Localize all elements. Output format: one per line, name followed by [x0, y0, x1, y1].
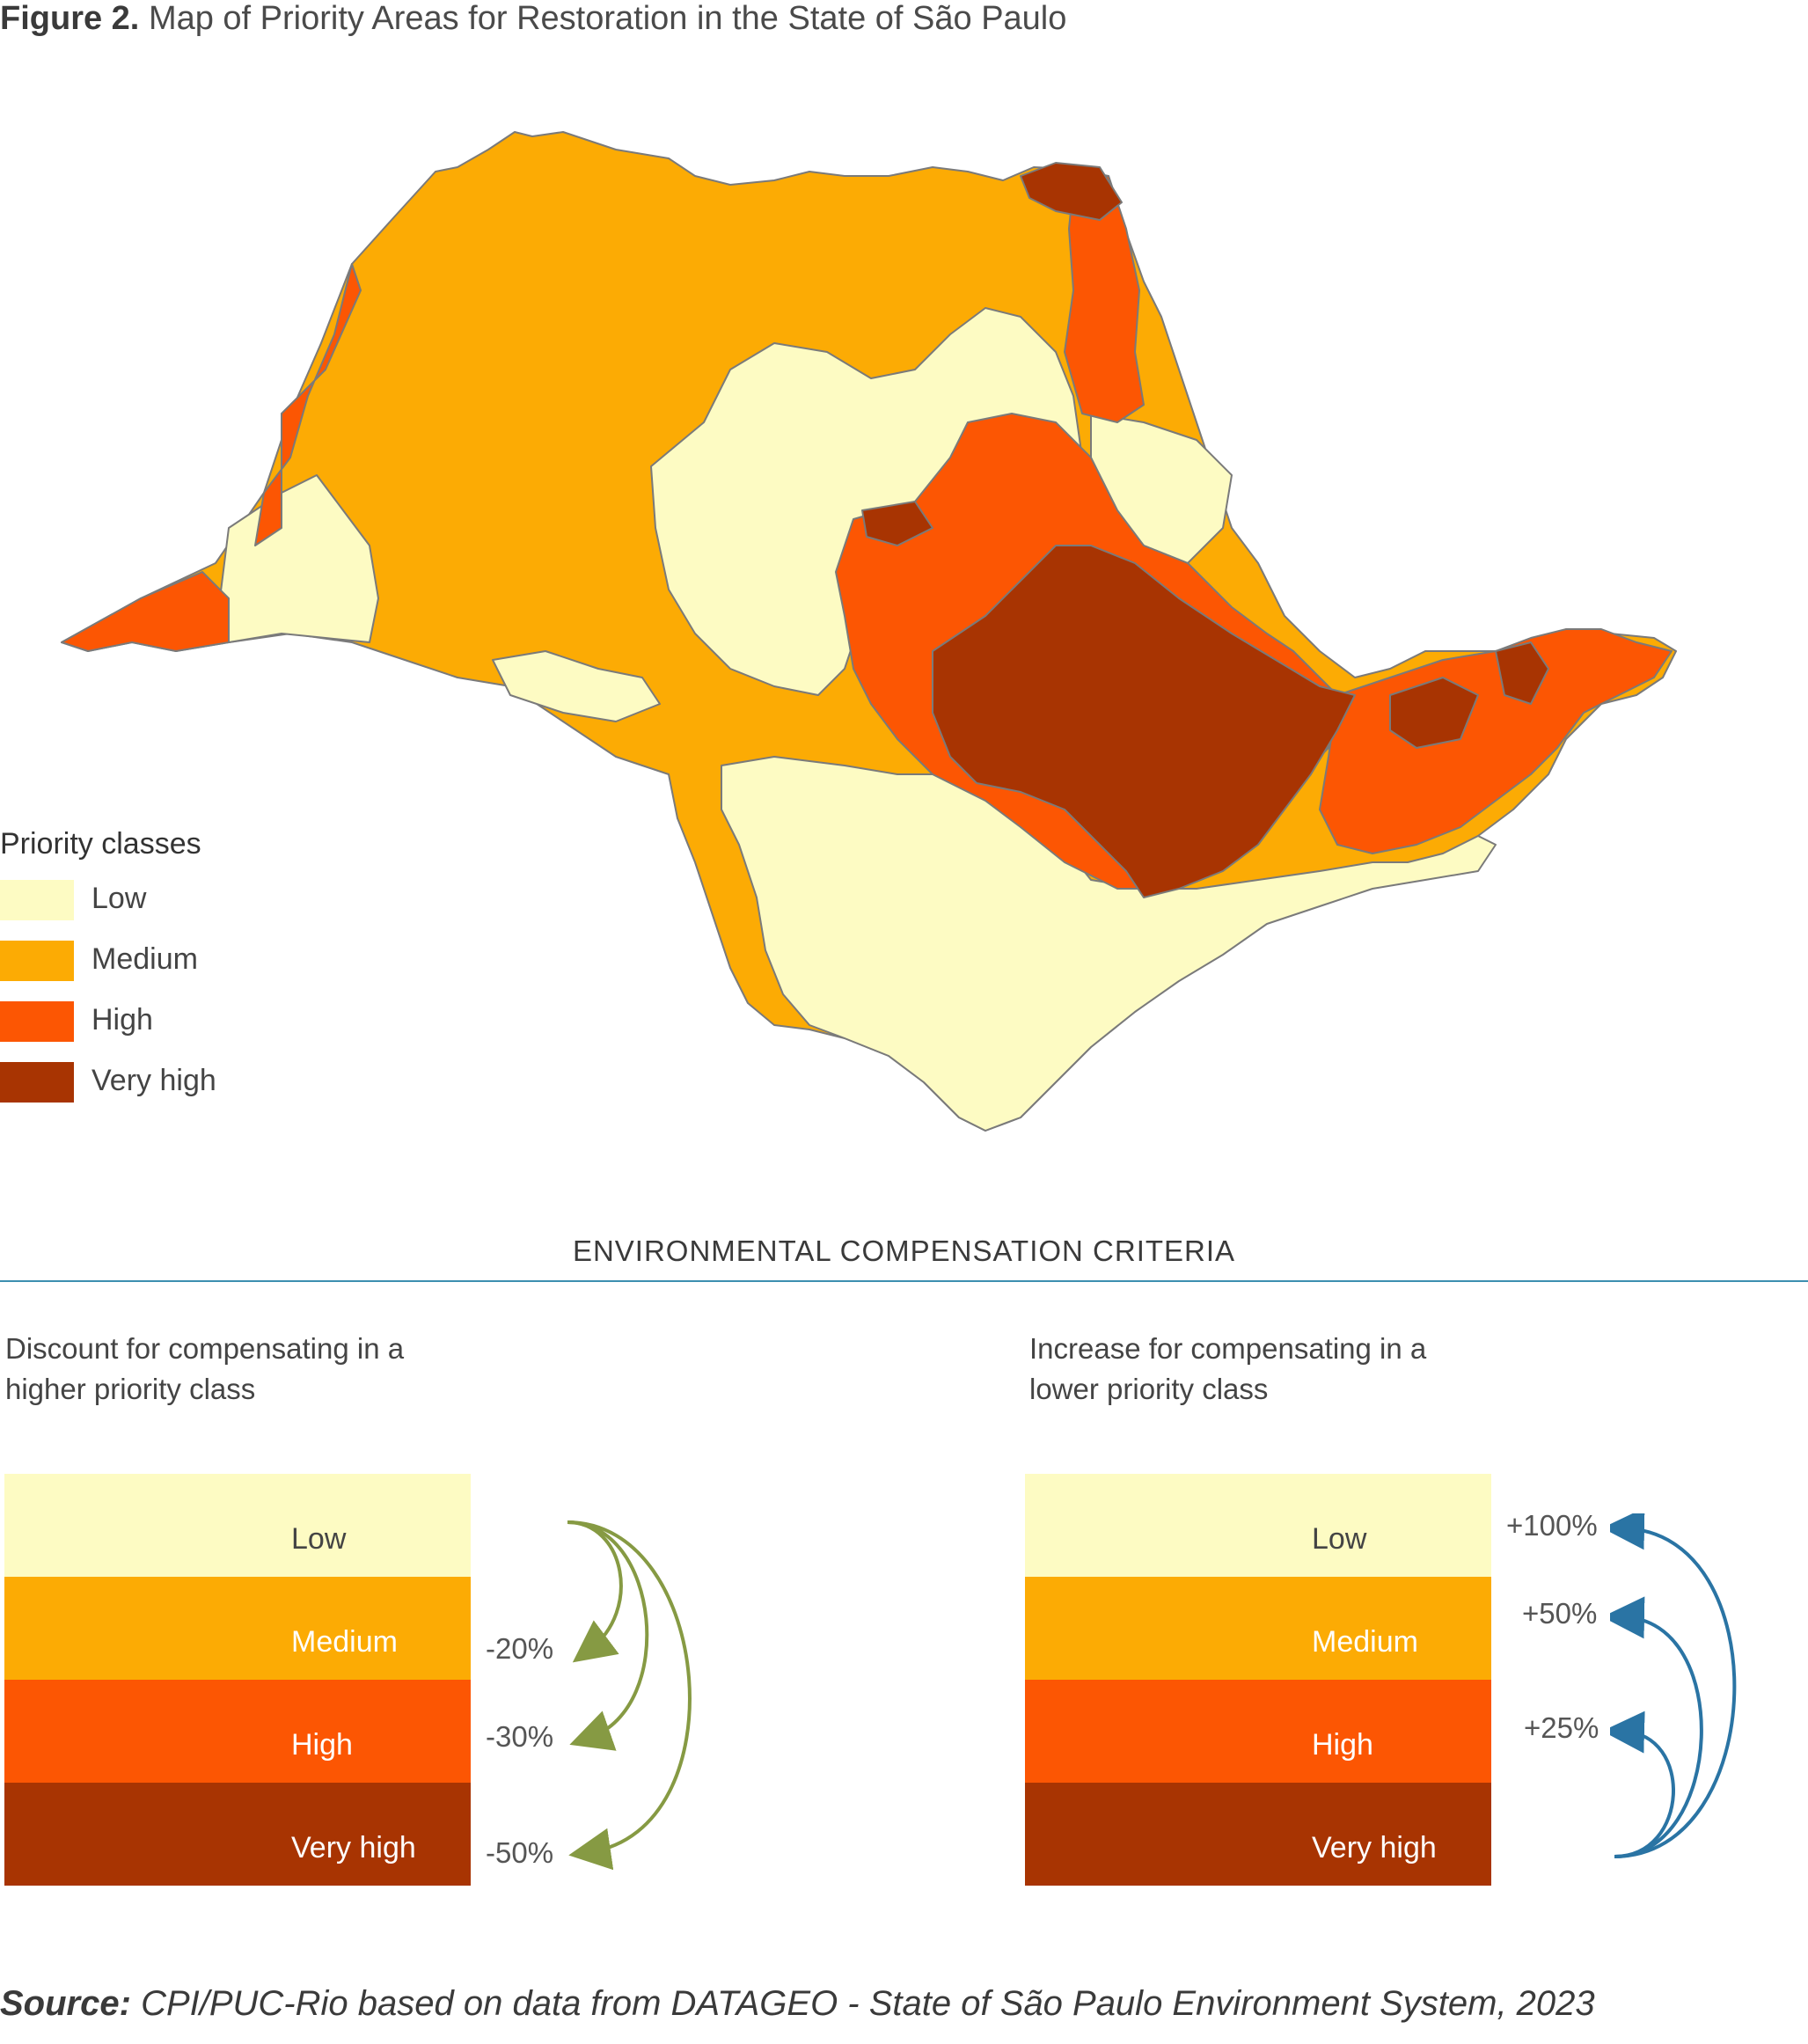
discount-scale-label-low: Low [291, 1522, 347, 1556]
legend-label-medium: Medium [91, 942, 198, 976]
discount-description-line1: Discount for compensating in a [5, 1332, 405, 1365]
discount-pct-high: -30% [486, 1720, 554, 1753]
legend-swatch-low [0, 880, 74, 920]
legend-item-very-high: Very high [0, 1062, 352, 1103]
criteria-title: ENVIRONMENTAL COMPENSATION CRITERIA [572, 1234, 1236, 1267]
figure-label: Figure 2. [0, 0, 140, 37]
increase-scale-label-medium: Medium [1312, 1625, 1418, 1659]
map-region-low-midsouth [492, 650, 661, 722]
map-region-veryhigh-netip [1020, 162, 1123, 221]
increase-arrow-medium [1610, 1596, 1703, 1858]
legend-label-high: High [91, 1003, 153, 1037]
discount-scale-medium: Medium [4, 1577, 471, 1680]
legend-label-very-high: Very high [91, 1064, 216, 1097]
increase-pct-medium: +50% [1522, 1597, 1598, 1630]
discount-scale-label-high: High [291, 1728, 353, 1762]
map-region-high-eastcoast [1319, 628, 1673, 854]
increase-scale-low: Low [1025, 1474, 1491, 1577]
map-region-veryhigh-west [861, 501, 933, 546]
increase-scale-high: High [1025, 1680, 1491, 1783]
map-region-veryhigh-east1 [1389, 677, 1479, 749]
map-region-veryhigh-east2 [1495, 641, 1549, 705]
source-text: CPI/PUC-Rio based on data from DATAGEO -… [141, 1984, 1595, 2023]
increase-description-line1: Increase for compensating in a [1029, 1332, 1427, 1365]
map-region-high-northeast [1064, 175, 1145, 423]
increase-pct-low: +100% [1506, 1509, 1598, 1542]
map-region-veryhigh-core [932, 545, 1356, 898]
discount-scale-label-very-high: Very high [291, 1831, 416, 1865]
increase-arrows [1610, 1513, 1737, 1858]
discount-description-line2: higher priority class [5, 1373, 256, 1405]
figure-title-text: Map of Priority Areas for Restoration in… [148, 0, 1067, 37]
increase-arrow-high [1610, 1711, 1675, 1858]
increase-scale-medium: Medium [1025, 1577, 1491, 1680]
legend-item-high: High [0, 1001, 352, 1042]
increase-scale-very-high: Very high [1025, 1783, 1491, 1886]
legend-swatch-very-high [0, 1062, 74, 1103]
legend-swatch-medium [0, 941, 74, 981]
discount-scale-low: Low [4, 1474, 471, 1577]
increase-pct-high: +25% [1524, 1711, 1599, 1744]
discount-pct-very-high: -50% [486, 1836, 554, 1869]
increase-scale-label-low: Low [1312, 1522, 1367, 1556]
discount-scale-very-high: Very high [4, 1783, 471, 1886]
discount-arrows [567, 1520, 692, 1871]
discount-pct-medium: -20% [486, 1632, 554, 1665]
criteria-divider [0, 1280, 1808, 1282]
legend-item-medium: Medium [0, 941, 352, 981]
source-note: Source: CPI/PUC-Rio based on data from D… [0, 1984, 1595, 2024]
legend-title: Priority classes [0, 827, 201, 861]
increase-arrow-low [1610, 1513, 1737, 1858]
increase-description: Increase for compensating in a lower pri… [1029, 1329, 1522, 1410]
sao-paulo-priority-map [61, 131, 1677, 1132]
map-region-high-westedge [61, 571, 230, 652]
discount-scale-high: High [4, 1680, 471, 1783]
discount-arrow-high [567, 1520, 649, 1751]
increase-scale-label-high: High [1312, 1728, 1373, 1762]
map-regions [61, 131, 1677, 1132]
legend-item-low: Low [0, 880, 352, 920]
discount-scale-label-medium: Medium [291, 1625, 398, 1659]
discount-arrow-very-high [567, 1520, 692, 1871]
discount-description: Discount for compensating in a higher pr… [5, 1329, 498, 1410]
legend-swatch-high [0, 1001, 74, 1042]
increase-scale-label-very-high: Very high [1312, 1831, 1437, 1865]
legend-label-low: Low [91, 882, 147, 915]
source-label: Source: [0, 1984, 131, 2023]
figure-title: Figure 2. Map of Priority Areas for Rest… [0, 0, 1066, 38]
map-region-high-westedge2 [254, 263, 362, 546]
increase-description-line2: lower priority class [1029, 1373, 1269, 1405]
